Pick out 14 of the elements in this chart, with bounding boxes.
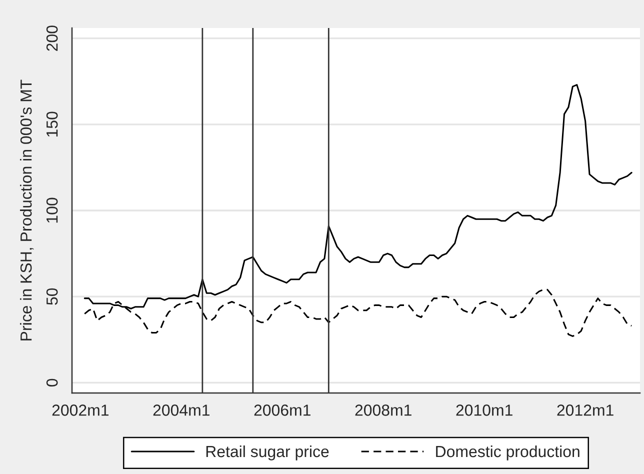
x-tick-label: 2012m1 xyxy=(557,404,614,416)
y-tick-label: 0 xyxy=(46,378,58,386)
x-tick-label: 2008m1 xyxy=(355,404,412,416)
y-tick-label: 50 xyxy=(46,288,58,305)
x-tick-label: 2002m1 xyxy=(52,404,108,416)
y-tick-label: 150 xyxy=(46,112,58,137)
y-tick-label: 200 xyxy=(46,26,58,51)
legend-label: Domestic production xyxy=(436,445,580,460)
legend-label: Retail sugar price xyxy=(206,445,329,460)
y-axis-title: Price in KSH, Production in 000's MT xyxy=(20,80,34,340)
x-tick-label: 2010m1 xyxy=(456,404,512,416)
x-tick-label: 2006m1 xyxy=(254,404,310,416)
y-tick-label: 100 xyxy=(46,198,58,223)
x-tick-label: 2004m1 xyxy=(153,404,210,416)
